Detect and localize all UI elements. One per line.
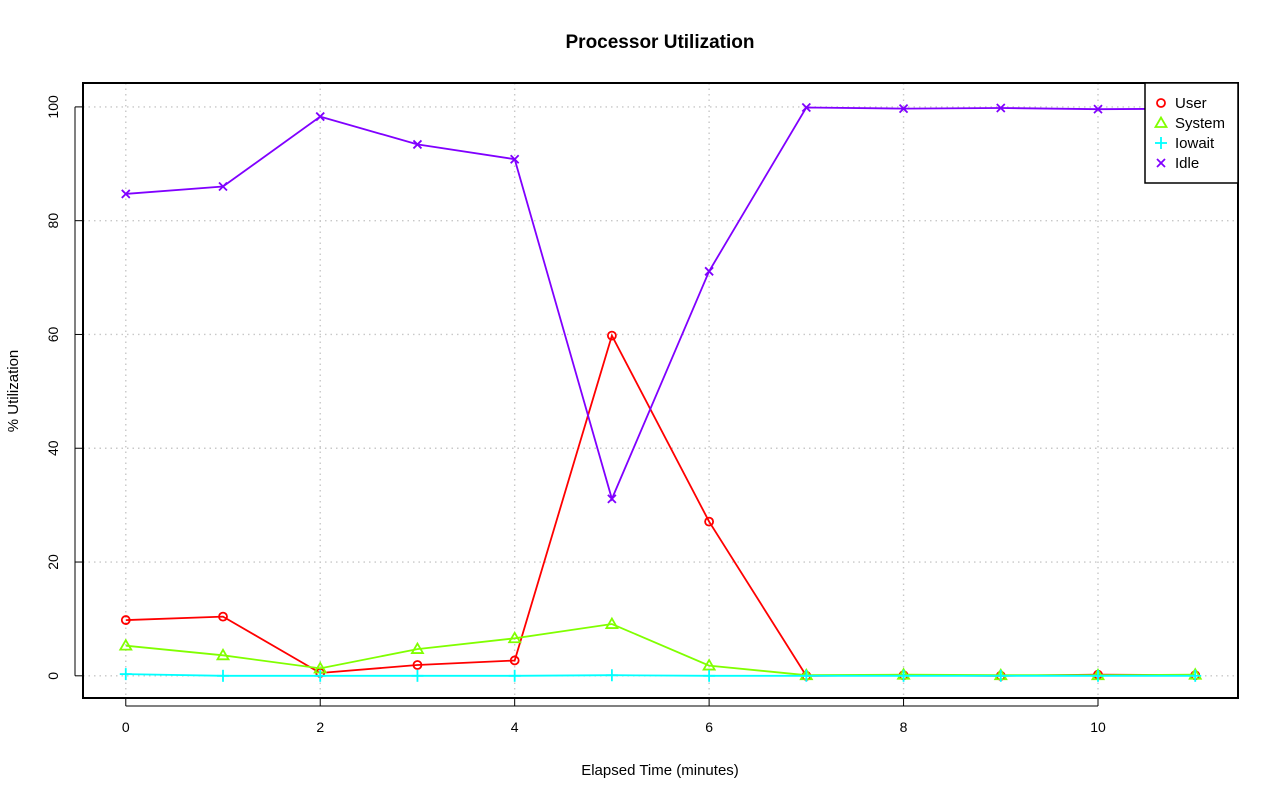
data-point-user [606,330,617,341]
cross-mark-b [412,139,423,150]
data-point-iowait [1092,669,1104,682]
data-point-system [702,658,717,671]
data-point-iowait [605,669,618,682]
grid-lines [83,83,1238,698]
data-point-idle [315,111,325,122]
data-point-system [507,630,522,644]
data-point-idle [121,189,131,199]
data-point-idle [996,103,1006,113]
x-tick-label: 4 [511,719,519,735]
series-line-system [125,623,1196,677]
data-point-iowait [508,669,521,682]
circle-mark [606,330,617,341]
circle-mark [120,615,131,625]
cross-mark-b [315,111,325,122]
x-tick-label: 6 [705,719,713,735]
y-tick-label: 60 [45,326,61,342]
legend-marker-iowait [1155,137,1167,149]
legend-marker-system [1153,115,1169,128]
legend-label-user: User [1175,95,1207,112]
chart-title: Processor Utilization [566,32,755,53]
x-tick-label: 8 [900,719,908,735]
triangle-mark [702,658,717,671]
y-axis: 0 20 40 60 80 100 [45,95,83,680]
triangle-mark [507,630,522,644]
triangle-mark [1153,115,1169,128]
cross-mark-b [704,266,714,276]
data-point-system [215,648,231,661]
data-point-idle [510,154,520,164]
triangle-mark [215,648,231,661]
data-point-idle [704,266,714,276]
cross-mark-b [1156,158,1166,168]
data-point-user [509,655,520,666]
x-tick-label: 2 [316,719,324,735]
data-point-idle [412,139,423,150]
data-point-iowait [217,669,229,682]
cross-mark-b [996,103,1006,113]
series-line-idle [125,106,1196,502]
y-axis-label: % Utilization [5,350,22,433]
triangle-mark [604,616,619,629]
cross-mark-b [121,189,131,199]
legend-marker-user [1156,98,1166,108]
series-line-iowait [125,673,1196,677]
legend-label-idle: Idle [1175,155,1199,172]
cross-mark-b [1093,104,1103,114]
series-layer [118,102,1203,682]
data-point-idle [801,102,811,113]
legend-marker-idle [1156,158,1166,168]
cross-mark-b [218,181,228,192]
data-point-idle [898,103,909,114]
series-iowait [119,668,1202,682]
data-point-iowait [411,669,424,682]
data-point-user [218,611,228,622]
data-point-user [412,660,423,670]
cross-mark-b [801,102,811,113]
data-point-idle [218,181,228,192]
legend-label-iowait: Iowait [1175,135,1215,152]
data-point-idle [1093,104,1103,114]
y-tick-label: 20 [45,554,61,570]
data-point-iowait [800,669,813,682]
y-tick-label: 80 [45,213,61,229]
cross-mark-b [510,154,520,164]
data-point-user [704,516,715,527]
cross-mark-b [898,103,909,114]
data-point-iowait [897,669,910,682]
data-point-iowait [314,669,327,682]
triangle-mark [410,641,425,654]
data-point-system [410,641,425,654]
y-tick-label: 40 [45,440,61,456]
legend-label-system: System [1175,115,1225,132]
data-point-iowait [119,668,132,681]
legend: User System Iowait Idle [1144,82,1239,184]
triangle-mark [118,638,133,651]
series-idle [121,102,1200,504]
plot-frame [82,82,1239,699]
data-point-system [604,616,619,629]
circle-mark [704,516,715,527]
data-point-iowait [1189,669,1202,682]
data-point-idle [607,494,617,504]
circle-mark [218,611,228,622]
cross-mark-b [607,494,617,504]
data-point-user [120,615,131,625]
x-tick-label: 10 [1090,719,1106,735]
x-tick-label: 0 [122,719,130,735]
data-point-iowait [994,669,1007,682]
circle-mark [412,660,423,670]
y-tick-label: 100 [45,95,61,119]
x-axis: 0 2 4 6 8 10 [122,698,1106,735]
circle-mark [509,655,520,666]
x-axis-label: Elapsed Time (minutes) [581,762,739,779]
y-tick-label: 0 [45,672,61,680]
circle-mark [1156,98,1166,108]
data-point-iowait [703,669,716,682]
data-point-system [118,638,133,651]
series-system [118,616,1203,681]
